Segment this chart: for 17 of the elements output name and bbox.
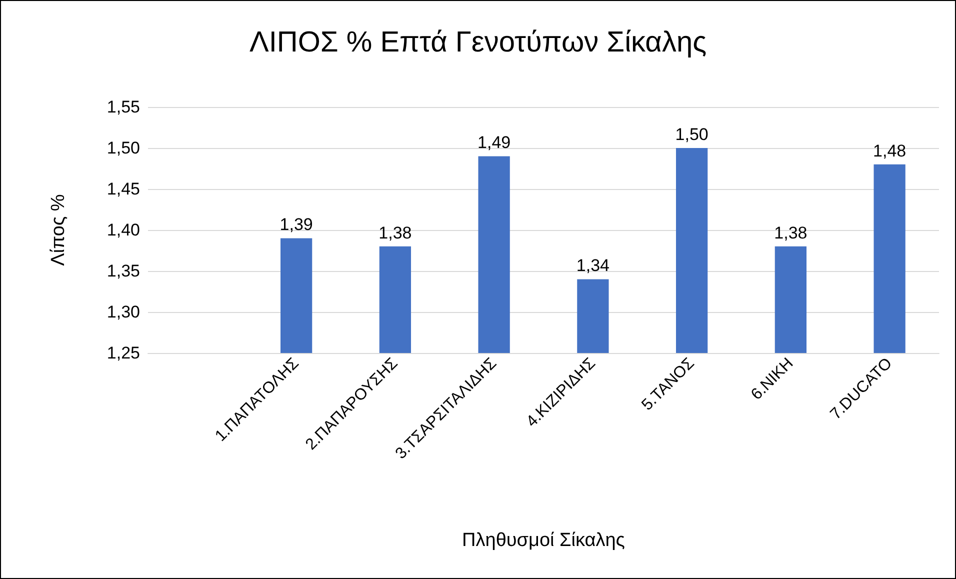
y-tick-label: 1,30	[106, 302, 140, 322]
y-tick-label: 1,35	[106, 262, 140, 280]
data-label: 1,34	[576, 256, 610, 276]
chart-title: ΛΙΠΟΣ % Επτά Γενοτύπων Σίκαλης	[249, 26, 707, 58]
data-label: 1,38	[378, 223, 412, 242]
data-label: 1,50	[675, 125, 708, 144]
data-label: 1,49	[478, 133, 511, 152]
y-tick-label: 1,40	[106, 220, 140, 240]
data-label: 1,48	[873, 141, 906, 160]
data-label: 1,39	[280, 215, 313, 234]
x-axis-title: Πληθυσμοί Σίκαλης	[462, 530, 625, 551]
data-label: 1,38	[774, 223, 808, 242]
y-tick-label: 1,25	[106, 344, 140, 362]
y-tick-label: 1,45	[106, 180, 140, 198]
y-tick-label: 1,50	[106, 138, 140, 158]
y-tick-label: 1,55	[106, 98, 140, 116]
y-axis-title: Λίπος %	[48, 194, 69, 266]
